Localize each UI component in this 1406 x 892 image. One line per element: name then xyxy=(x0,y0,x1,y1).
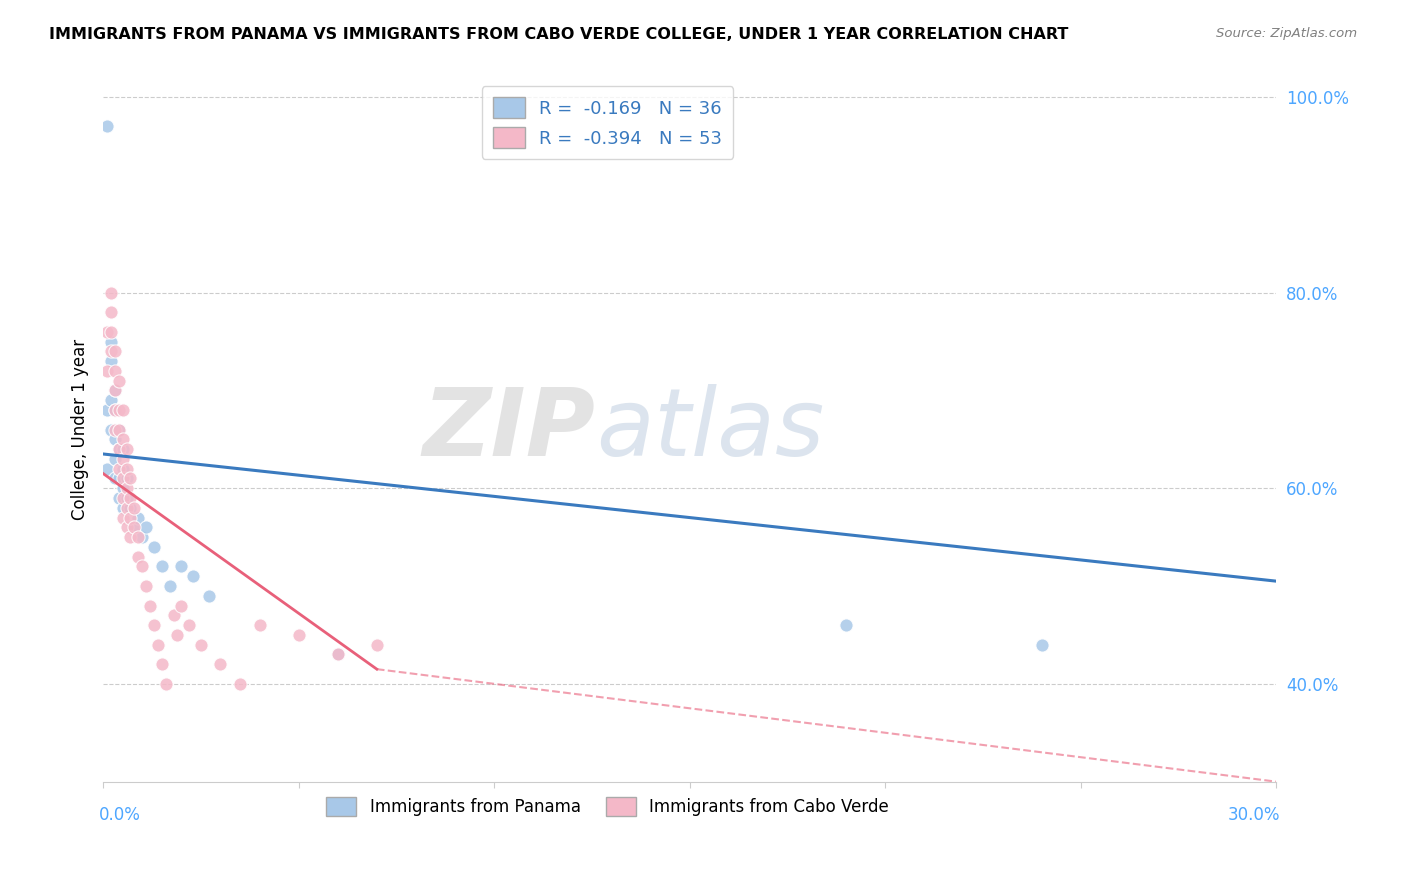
Point xyxy=(179,618,201,632)
Point xyxy=(104,344,127,359)
Point xyxy=(107,423,129,437)
Point xyxy=(120,471,142,485)
Point xyxy=(104,384,127,398)
Point xyxy=(135,579,157,593)
Point xyxy=(143,618,166,632)
Point xyxy=(111,500,134,515)
Point xyxy=(115,461,138,475)
Point xyxy=(1031,638,1053,652)
Point xyxy=(111,461,134,475)
Point xyxy=(115,520,138,534)
Point xyxy=(120,510,142,524)
Point xyxy=(111,481,134,495)
Point xyxy=(150,559,173,574)
Point xyxy=(135,520,157,534)
Point xyxy=(104,423,127,437)
Point xyxy=(120,500,142,515)
Point xyxy=(366,638,388,652)
Point xyxy=(170,559,193,574)
Point xyxy=(107,491,129,505)
Point xyxy=(146,638,169,652)
Point xyxy=(124,500,146,515)
Point xyxy=(127,549,149,564)
Point xyxy=(111,442,134,456)
Point xyxy=(115,491,138,505)
Point xyxy=(249,618,271,632)
Point xyxy=(104,364,127,378)
Point xyxy=(100,354,122,368)
Point xyxy=(111,403,134,417)
Point xyxy=(104,451,127,466)
Point xyxy=(96,403,118,417)
Point xyxy=(124,520,146,534)
Text: 30.0%: 30.0% xyxy=(1227,806,1279,824)
Point xyxy=(96,461,118,475)
Point xyxy=(326,648,349,662)
Point xyxy=(111,510,134,524)
Point xyxy=(111,491,134,505)
Point xyxy=(127,530,149,544)
Point xyxy=(131,530,153,544)
Point xyxy=(111,433,134,447)
Point xyxy=(111,471,134,485)
Point xyxy=(143,540,166,554)
Point xyxy=(100,334,122,349)
Point xyxy=(96,120,118,134)
Point xyxy=(209,657,232,672)
Point xyxy=(229,677,252,691)
Point xyxy=(107,423,129,437)
Point xyxy=(115,481,138,495)
Point xyxy=(162,608,184,623)
Point xyxy=(155,677,177,691)
Point xyxy=(131,559,153,574)
Point xyxy=(181,569,204,583)
Point xyxy=(107,471,129,485)
Point xyxy=(159,579,181,593)
Point xyxy=(835,618,858,632)
Y-axis label: College, Under 1 year: College, Under 1 year xyxy=(72,339,89,520)
Point xyxy=(115,442,138,456)
Point xyxy=(111,451,134,466)
Point xyxy=(104,403,127,417)
Point xyxy=(107,403,129,417)
Point xyxy=(326,648,349,662)
Point xyxy=(124,520,146,534)
Point xyxy=(139,599,162,613)
Point xyxy=(100,344,122,359)
Text: 0.0%: 0.0% xyxy=(100,806,141,824)
Point xyxy=(104,471,127,485)
Text: Source: ZipAtlas.com: Source: ZipAtlas.com xyxy=(1216,27,1357,40)
Text: IMMIGRANTS FROM PANAMA VS IMMIGRANTS FROM CABO VERDE COLLEGE, UNDER 1 YEAR CORRE: IMMIGRANTS FROM PANAMA VS IMMIGRANTS FRO… xyxy=(49,27,1069,42)
Point xyxy=(100,285,122,300)
Point xyxy=(197,589,219,603)
Point xyxy=(104,403,127,417)
Point xyxy=(104,384,127,398)
Point xyxy=(107,374,129,388)
Text: atlas: atlas xyxy=(596,384,824,475)
Point xyxy=(107,442,129,456)
Point xyxy=(104,433,127,447)
Point xyxy=(100,393,122,408)
Legend: Immigrants from Panama, Immigrants from Cabo Verde: Immigrants from Panama, Immigrants from … xyxy=(319,790,896,822)
Point xyxy=(170,599,193,613)
Point xyxy=(127,510,149,524)
Point xyxy=(190,638,212,652)
Point xyxy=(96,364,118,378)
Point xyxy=(100,305,122,319)
Point xyxy=(115,500,138,515)
Point xyxy=(120,530,142,544)
Point xyxy=(287,628,309,642)
Point xyxy=(107,461,129,475)
Point xyxy=(115,471,138,485)
Point xyxy=(96,325,118,339)
Point xyxy=(100,325,122,339)
Point xyxy=(166,628,188,642)
Point xyxy=(100,423,122,437)
Point xyxy=(150,657,173,672)
Point xyxy=(120,491,142,505)
Point xyxy=(107,442,129,456)
Text: ZIP: ZIP xyxy=(423,384,596,475)
